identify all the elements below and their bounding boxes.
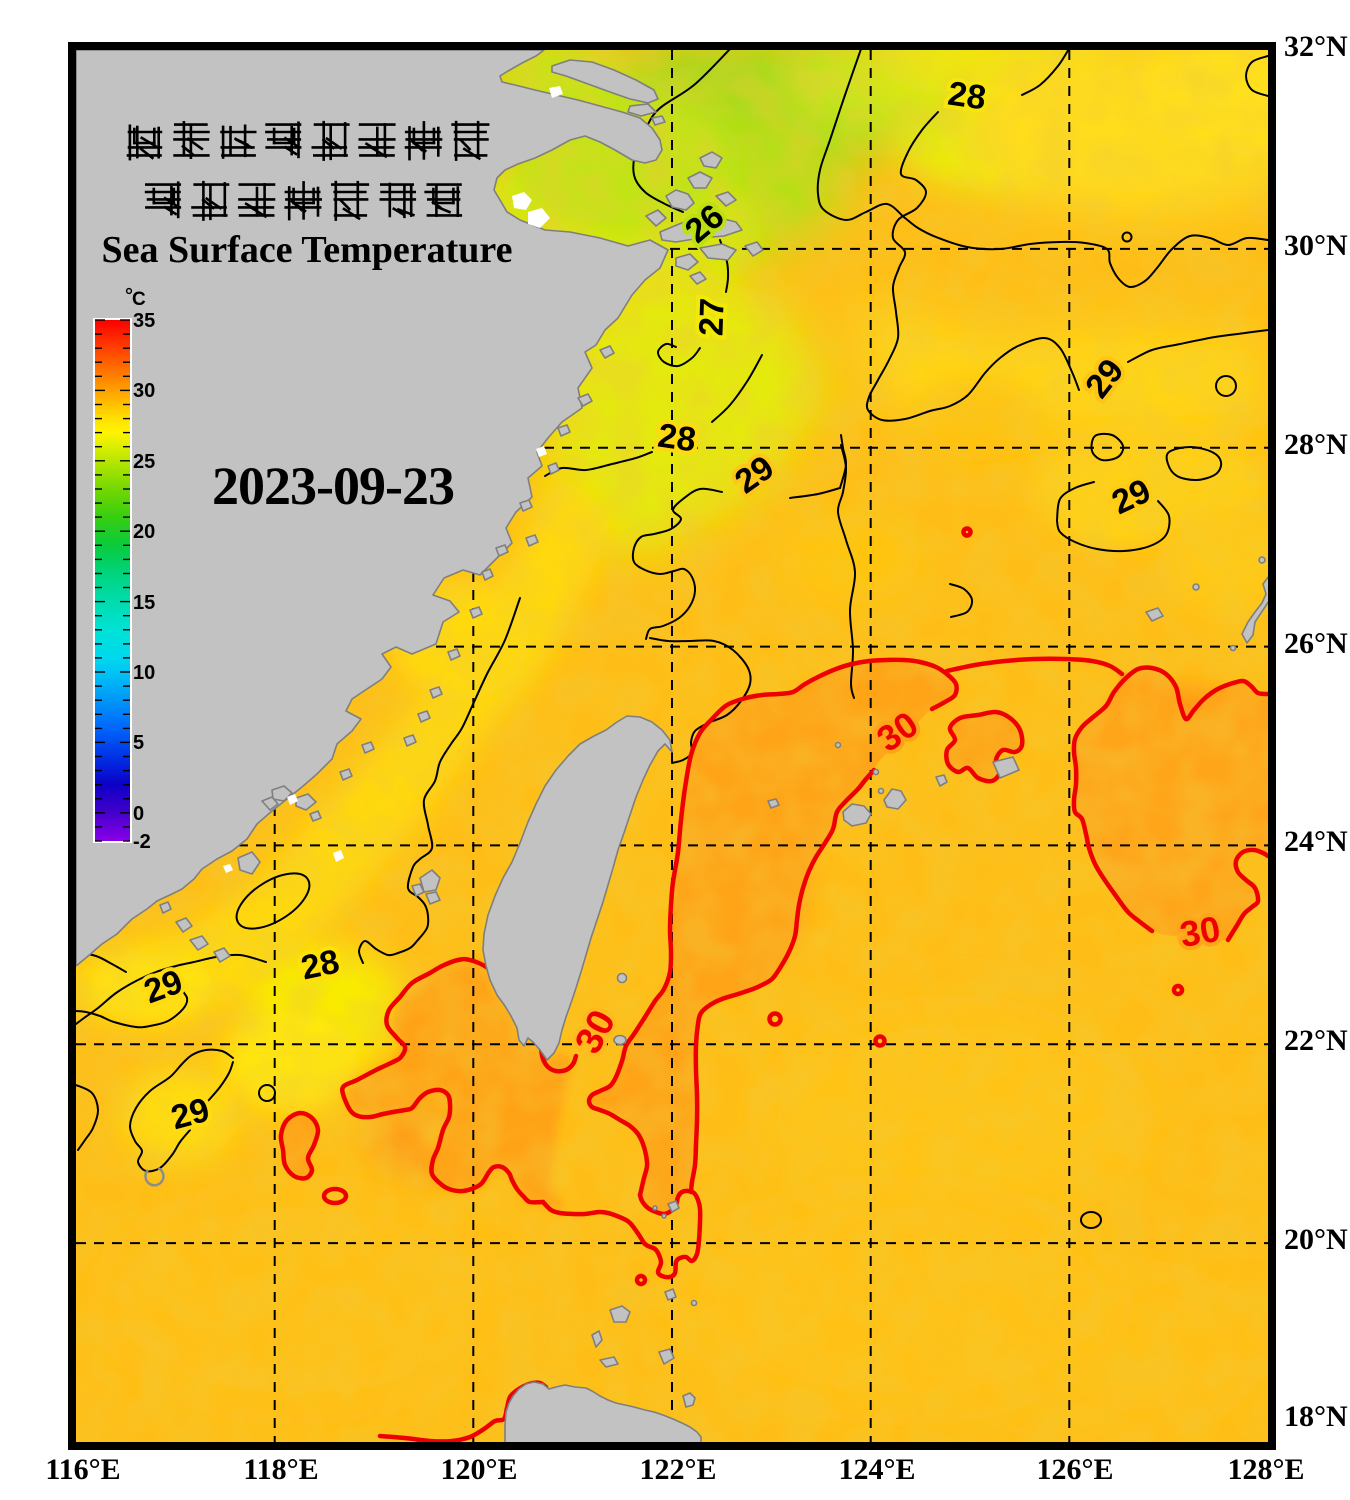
svg-text:18°N: 18°N [1284,1400,1348,1433]
svg-text:Sea Surface Temperature: Sea Surface Temperature [102,229,513,271]
svg-text:30°N: 30°N [1284,229,1348,262]
svg-text:-2: -2 [133,831,151,853]
svg-text:30: 30 [1177,908,1224,955]
svg-text:116°E: 116°E [45,1453,120,1486]
svg-text:27: 27 [692,297,731,336]
svg-text:5: 5 [133,732,144,754]
svg-text:118°E: 118°E [243,1453,318,1486]
svg-text:15: 15 [133,592,155,614]
svg-text:C: C [132,289,146,310]
svg-text:128°E: 128°E [1227,1453,1304,1486]
svg-text:27: 27 [692,297,731,336]
svg-text:28: 28 [655,417,698,460]
svg-text:28: 28 [945,75,988,118]
svg-text:30: 30 [133,380,155,402]
svg-text:35: 35 [133,310,155,332]
svg-text:0: 0 [133,803,144,825]
svg-text:24°N: 24°N [1284,825,1348,858]
svg-text:28: 28 [298,942,343,987]
svg-text:124°E: 124°E [838,1453,915,1486]
svg-text:22°N: 22°N [1284,1024,1348,1057]
svg-text:122°E: 122°E [639,1453,716,1486]
svg-text:25: 25 [133,451,155,473]
svg-text:26°N: 26°N [1284,627,1348,660]
svg-text:32°N: 32°N [1284,30,1348,63]
svg-text:20: 20 [133,521,155,543]
svg-text:28°N: 28°N [1284,428,1348,461]
svg-text:10: 10 [133,662,155,684]
svg-text:2023-09-23: 2023-09-23 [212,456,454,516]
svg-text:20°N: 20°N [1284,1223,1348,1256]
svg-text:126°E: 126°E [1036,1453,1113,1486]
svg-text:120°E: 120°E [440,1453,517,1486]
